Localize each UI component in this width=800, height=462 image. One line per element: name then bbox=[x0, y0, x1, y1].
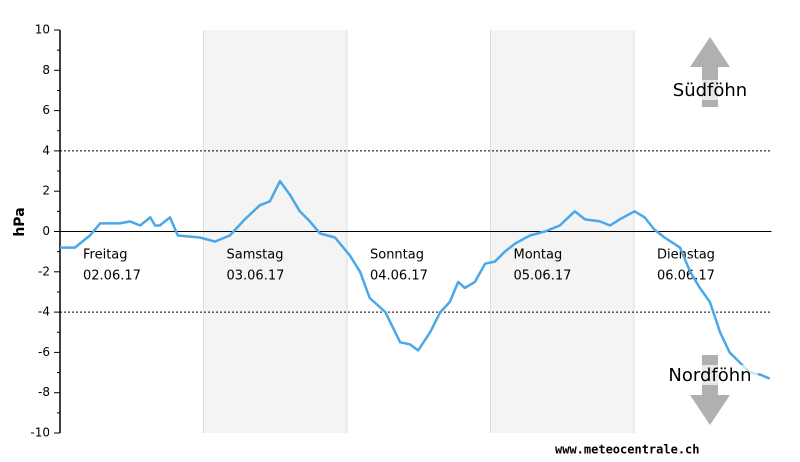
label-bg bbox=[666, 80, 754, 100]
y-tick-label: -2 bbox=[38, 264, 50, 278]
arrow-up bbox=[690, 37, 730, 107]
source: www.meteocentrale.ch bbox=[555, 443, 700, 457]
y-tick-label: 2 bbox=[42, 184, 50, 198]
day-date: 05.06.17 bbox=[513, 269, 571, 284]
day-date: 02.06.17 bbox=[83, 269, 141, 284]
pressure-line bbox=[60, 179, 771, 380]
day-name: Sonntag bbox=[370, 248, 424, 263]
annotation-nordfoehn: Nordföhn bbox=[668, 365, 751, 386]
y-tick-label: -10 bbox=[30, 426, 50, 440]
y-tick-label: -8 bbox=[38, 385, 50, 399]
annotation-suedfoehn: Südföhn bbox=[673, 80, 747, 101]
y-tick-label: -4 bbox=[38, 305, 50, 319]
label-bg bbox=[662, 365, 758, 385]
arrow-down bbox=[690, 355, 730, 425]
y-tick-label: -6 bbox=[38, 345, 50, 359]
y-tick-label: 10 bbox=[35, 23, 50, 37]
y-tick-label: 6 bbox=[42, 103, 50, 117]
y-tick-label: 8 bbox=[42, 63, 50, 77]
day-date: 03.06.17 bbox=[226, 269, 284, 284]
day-name: Freitag bbox=[83, 248, 128, 263]
day-name: Dienstag bbox=[657, 248, 715, 263]
y-tick-label: 0 bbox=[42, 224, 50, 238]
day-name: Samstag bbox=[226, 248, 283, 263]
y-axis-label: hPa bbox=[12, 207, 28, 236]
day-date: 04.06.17 bbox=[370, 269, 428, 284]
day-date: 06.06.17 bbox=[657, 269, 715, 284]
day-name: Montag bbox=[513, 248, 562, 263]
y-tick-label: 4 bbox=[42, 143, 50, 157]
